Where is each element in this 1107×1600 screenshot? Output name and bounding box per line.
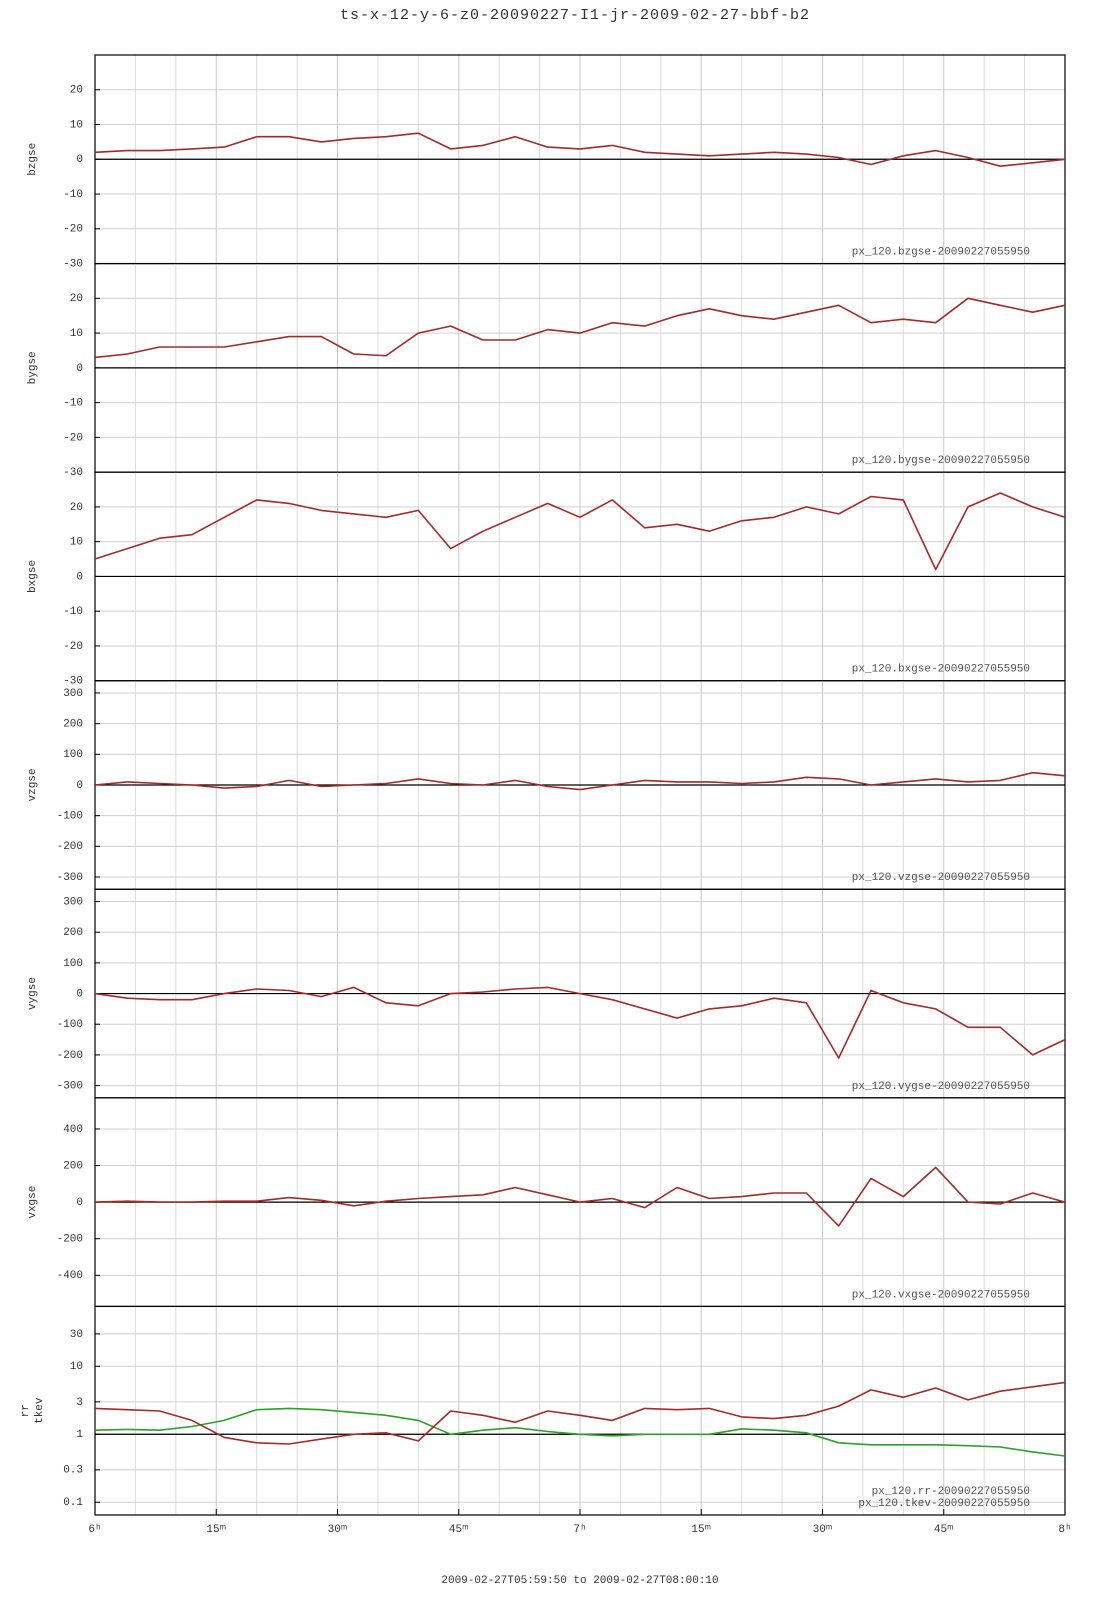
data-line — [94, 132, 1066, 167]
y-tick-label: 10 — [70, 537, 83, 549]
y-tick-label: 200 — [63, 927, 83, 939]
y-tick-label: -100 — [57, 1019, 83, 1031]
y-tick-label: 100 — [63, 958, 83, 970]
x-tick-label: 6ʰ — [88, 1524, 101, 1536]
x-axis-label: 2009-02-27T05:59:50 to 2009-02-27T08:00:… — [441, 1575, 718, 1587]
y-tick-label: 20 — [70, 502, 83, 514]
data-line — [94, 297, 1066, 359]
y-tick-label: 300 — [63, 896, 83, 908]
x-tick-label: 8ʰ — [1058, 1524, 1071, 1536]
y-tick-label: -20 — [63, 641, 83, 653]
series-label: px_120.vygse-20090227055950 — [852, 1081, 1030, 1093]
series-label: px_120.tkev-20090227055950 — [858, 1498, 1030, 1510]
y-tick-label: 10 — [70, 1361, 83, 1373]
x-tick-label: 45ᵐ — [934, 1524, 954, 1536]
y-tick-label: -30 — [63, 467, 83, 479]
x-tick-label: 15ᵐ — [206, 1524, 226, 1536]
y-tick-label: 0 — [76, 363, 83, 375]
data-line — [94, 1166, 1066, 1227]
series-label: px_120.bzgse-20090227055950 — [852, 246, 1030, 258]
series-label: px_120.vzgse-20090227055950 — [852, 872, 1030, 884]
series-label: px_120.bxgse-20090227055950 — [852, 664, 1030, 676]
data-line — [94, 492, 1066, 571]
y-tick-label: 200 — [63, 1160, 83, 1172]
y-tick-label: -30 — [63, 258, 83, 270]
y-tick-label: -10 — [63, 606, 83, 618]
data-line — [94, 986, 1066, 1059]
y-tick-label: 20 — [70, 293, 83, 305]
y-tick-label: -10 — [63, 398, 83, 410]
y-tick-label: -20 — [63, 224, 83, 236]
y-axis-label: vzgse — [27, 768, 39, 801]
y-axis-label: bxgse — [27, 560, 39, 593]
y-tick-label: -20 — [63, 432, 83, 444]
y-tick-label: 0 — [76, 154, 83, 166]
y-tick-label: -400 — [57, 1270, 83, 1282]
y-axis-label: bzgse — [27, 143, 39, 176]
y-tick-label: 0.1 — [63, 1497, 83, 1509]
y-tick-label: -30 — [63, 676, 83, 688]
y-tick-label: 3 — [76, 1397, 83, 1409]
data-line — [94, 1407, 1066, 1457]
x-tick-label: 45ᵐ — [449, 1524, 469, 1536]
y-axis-label: vxgse — [27, 1186, 39, 1219]
x-tick-label: 7ʰ — [573, 1524, 586, 1536]
y-axis-label: bygse — [27, 351, 39, 384]
y-tick-label: 200 — [63, 719, 83, 731]
y-tick-label: 10 — [70, 119, 83, 131]
y-tick-label: -200 — [57, 1234, 83, 1246]
y-tick-label: 0 — [76, 988, 83, 1000]
y-tick-label: -200 — [57, 841, 83, 853]
y-tick-label: 0 — [76, 1197, 83, 1209]
y-tick-label: -300 — [57, 872, 83, 884]
y-tick-label: 1 — [76, 1429, 83, 1441]
y-tick-label: -300 — [57, 1080, 83, 1092]
y-tick-label: -200 — [57, 1050, 83, 1062]
x-tick-label: 30ᵐ — [328, 1524, 348, 1536]
series-label: px_120.vxgse-20090227055950 — [852, 1289, 1030, 1301]
y-tick-label: -10 — [63, 189, 83, 201]
y-tick-label: 30 — [70, 1329, 83, 1341]
y-tick-label: 10 — [70, 328, 83, 340]
y-tick-label: 0 — [76, 571, 83, 583]
y-tick-label: 300 — [63, 688, 83, 700]
y-tick-label: -100 — [57, 811, 83, 823]
y-axis-label: vygse — [27, 977, 39, 1010]
x-tick-label: 30ᵐ — [813, 1524, 833, 1536]
chart-title: ts-x-12-y-6-z0-20090227-I1-jr-2009-02-27… — [340, 7, 810, 24]
data-line — [94, 771, 1066, 791]
series-label: px_120.rr-20090227055950 — [872, 1486, 1030, 1498]
y-tick-label: 20 — [70, 85, 83, 97]
series-label: px_120.bygse-20090227055950 — [852, 455, 1030, 467]
y-tick-label: 400 — [63, 1124, 83, 1136]
x-tick-label: 15ᵐ — [691, 1524, 711, 1536]
y-tick-label: 0 — [76, 780, 83, 792]
data-line — [94, 1381, 1066, 1445]
y-tick-label: 0.3 — [63, 1465, 83, 1477]
y-axis-label: tkev — [34, 1397, 46, 1424]
y-tick-label: 100 — [63, 749, 83, 761]
y-axis-label: rr — [20, 1404, 32, 1417]
